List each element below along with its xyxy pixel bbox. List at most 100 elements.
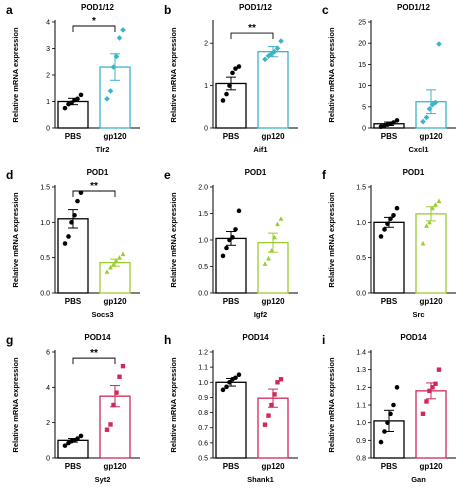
data-point [78,190,84,195]
chart-panel-e: e POD1 Relative mRNA expression 0.0 0.5 1.0 1.… [164,168,298,319]
data-point [114,258,119,264]
data-point [62,443,68,448]
y-tick-label: 0.5 [198,264,208,271]
x-category-label: PBS [223,462,240,471]
y-tick-label: 0.7 [198,425,208,432]
y-tick-label: 0.0 [356,291,366,298]
data-point [436,367,442,372]
y-tick-label: 10 [358,83,366,90]
data-point [262,422,268,427]
significance-label: ** [90,348,98,359]
data-point [227,83,232,88]
gene-label: Aif1 [253,145,267,154]
y-tick-label: 0 [46,456,50,463]
y-tick-label: 3 [46,46,50,53]
data-point [220,253,226,259]
y-tick-label: 1.0 [356,220,366,227]
data-point [278,377,284,382]
significance-label: ** [90,181,98,192]
data-point [278,216,284,221]
y-tick-label: 1.5 [198,211,208,218]
significance-label: * [92,16,96,27]
y-tick-label: 20 [358,41,366,48]
significance-bracket [230,32,274,40]
panel-letter: g [6,333,13,347]
panel-title: POD14 [84,333,111,342]
data-point [433,202,438,207]
x-category-label: gp120 [261,132,285,141]
y-tick-label: 2 [46,73,50,80]
x-category-label: gp120 [419,132,443,141]
chart-panel-f: f POD1 Relative mRNA expression 0.0 0.5 1.0 1.… [322,168,456,319]
y-tick-label: 0 [204,126,208,133]
data-point [75,436,80,441]
data-point [272,234,277,240]
significance-bracket [72,190,116,197]
data-point [111,262,116,267]
significance-label: ** [248,23,256,34]
gene-label: Cxcl1 [408,145,428,154]
y-tick-label: 5 [362,104,366,111]
y-axis-label: Relative mRNA expression [327,192,336,288]
chart-panel-c: c POD1/12 Relative mRNA expression 0 5 10 15 20… [322,3,456,154]
x-category-label: gp120 [419,297,443,306]
y-tick-label: 1.5 [40,185,50,192]
y-tick-label: 1.1 [198,365,208,372]
data-point [224,384,229,390]
panel-letter: e [164,168,171,182]
data-point [120,363,126,369]
panel-letter: h [164,333,171,347]
data-point [391,402,396,408]
y-tick-label: 6 [46,350,50,357]
gene-label: Tlr2 [96,145,110,154]
data-point [430,385,435,390]
data-point [394,118,400,123]
data-point [394,205,400,211]
data-point [230,70,235,76]
data-point [114,390,119,395]
data-point [75,198,80,204]
data-point [382,227,387,232]
data-point [78,433,84,439]
data-point [382,429,387,434]
panel-letter: c [322,3,329,17]
panel-title: POD1 [245,168,267,177]
bar-gp120 [415,390,447,459]
chart-panel-d: d POD1 Relative mRNA expression 0.0 0.5 1.0 1.… [6,168,140,319]
data-point [69,220,74,225]
data-point [227,379,232,385]
data-point [378,234,384,239]
bar-pbs [215,381,247,459]
x-category-label: gp120 [103,462,127,471]
data-point [66,234,71,239]
x-category-label: gp120 [261,462,285,471]
significance-bracket [72,25,116,32]
data-point [104,269,110,274]
gene-label: Gan [411,475,426,484]
panel-letter: d [6,168,13,182]
data-point [236,372,242,378]
data-point [62,241,68,246]
bar-pbs [57,439,89,459]
y-tick-label: 0.9 [356,438,366,445]
data-point [388,216,393,222]
data-point [266,255,271,261]
x-category-label: gp120 [103,297,127,306]
y-tick-label: 1 [204,83,208,90]
x-category-label: PBS [65,132,82,141]
data-point [116,35,123,41]
y-tick-label: 0.8 [198,410,208,417]
chart-panel-g: g POD14 Relative mRNA expression 0 2 4 6 PBS gp1… [6,333,140,484]
y-tick-label: 1.4 [356,350,366,357]
y-tick-label: 0.5 [40,255,50,262]
data-point [233,66,238,71]
bar-pbs [373,221,405,294]
data-point [224,91,229,97]
y-axis-label: Relative mRNA expression [169,357,178,453]
data-point [275,380,280,385]
panel-letter: i [322,333,325,347]
bar-gp120 [99,261,131,294]
data-point [107,88,114,94]
chart-panel-i: i POD14 Relative mRNA expression 0.8 0.9 1.0 1… [322,333,456,484]
